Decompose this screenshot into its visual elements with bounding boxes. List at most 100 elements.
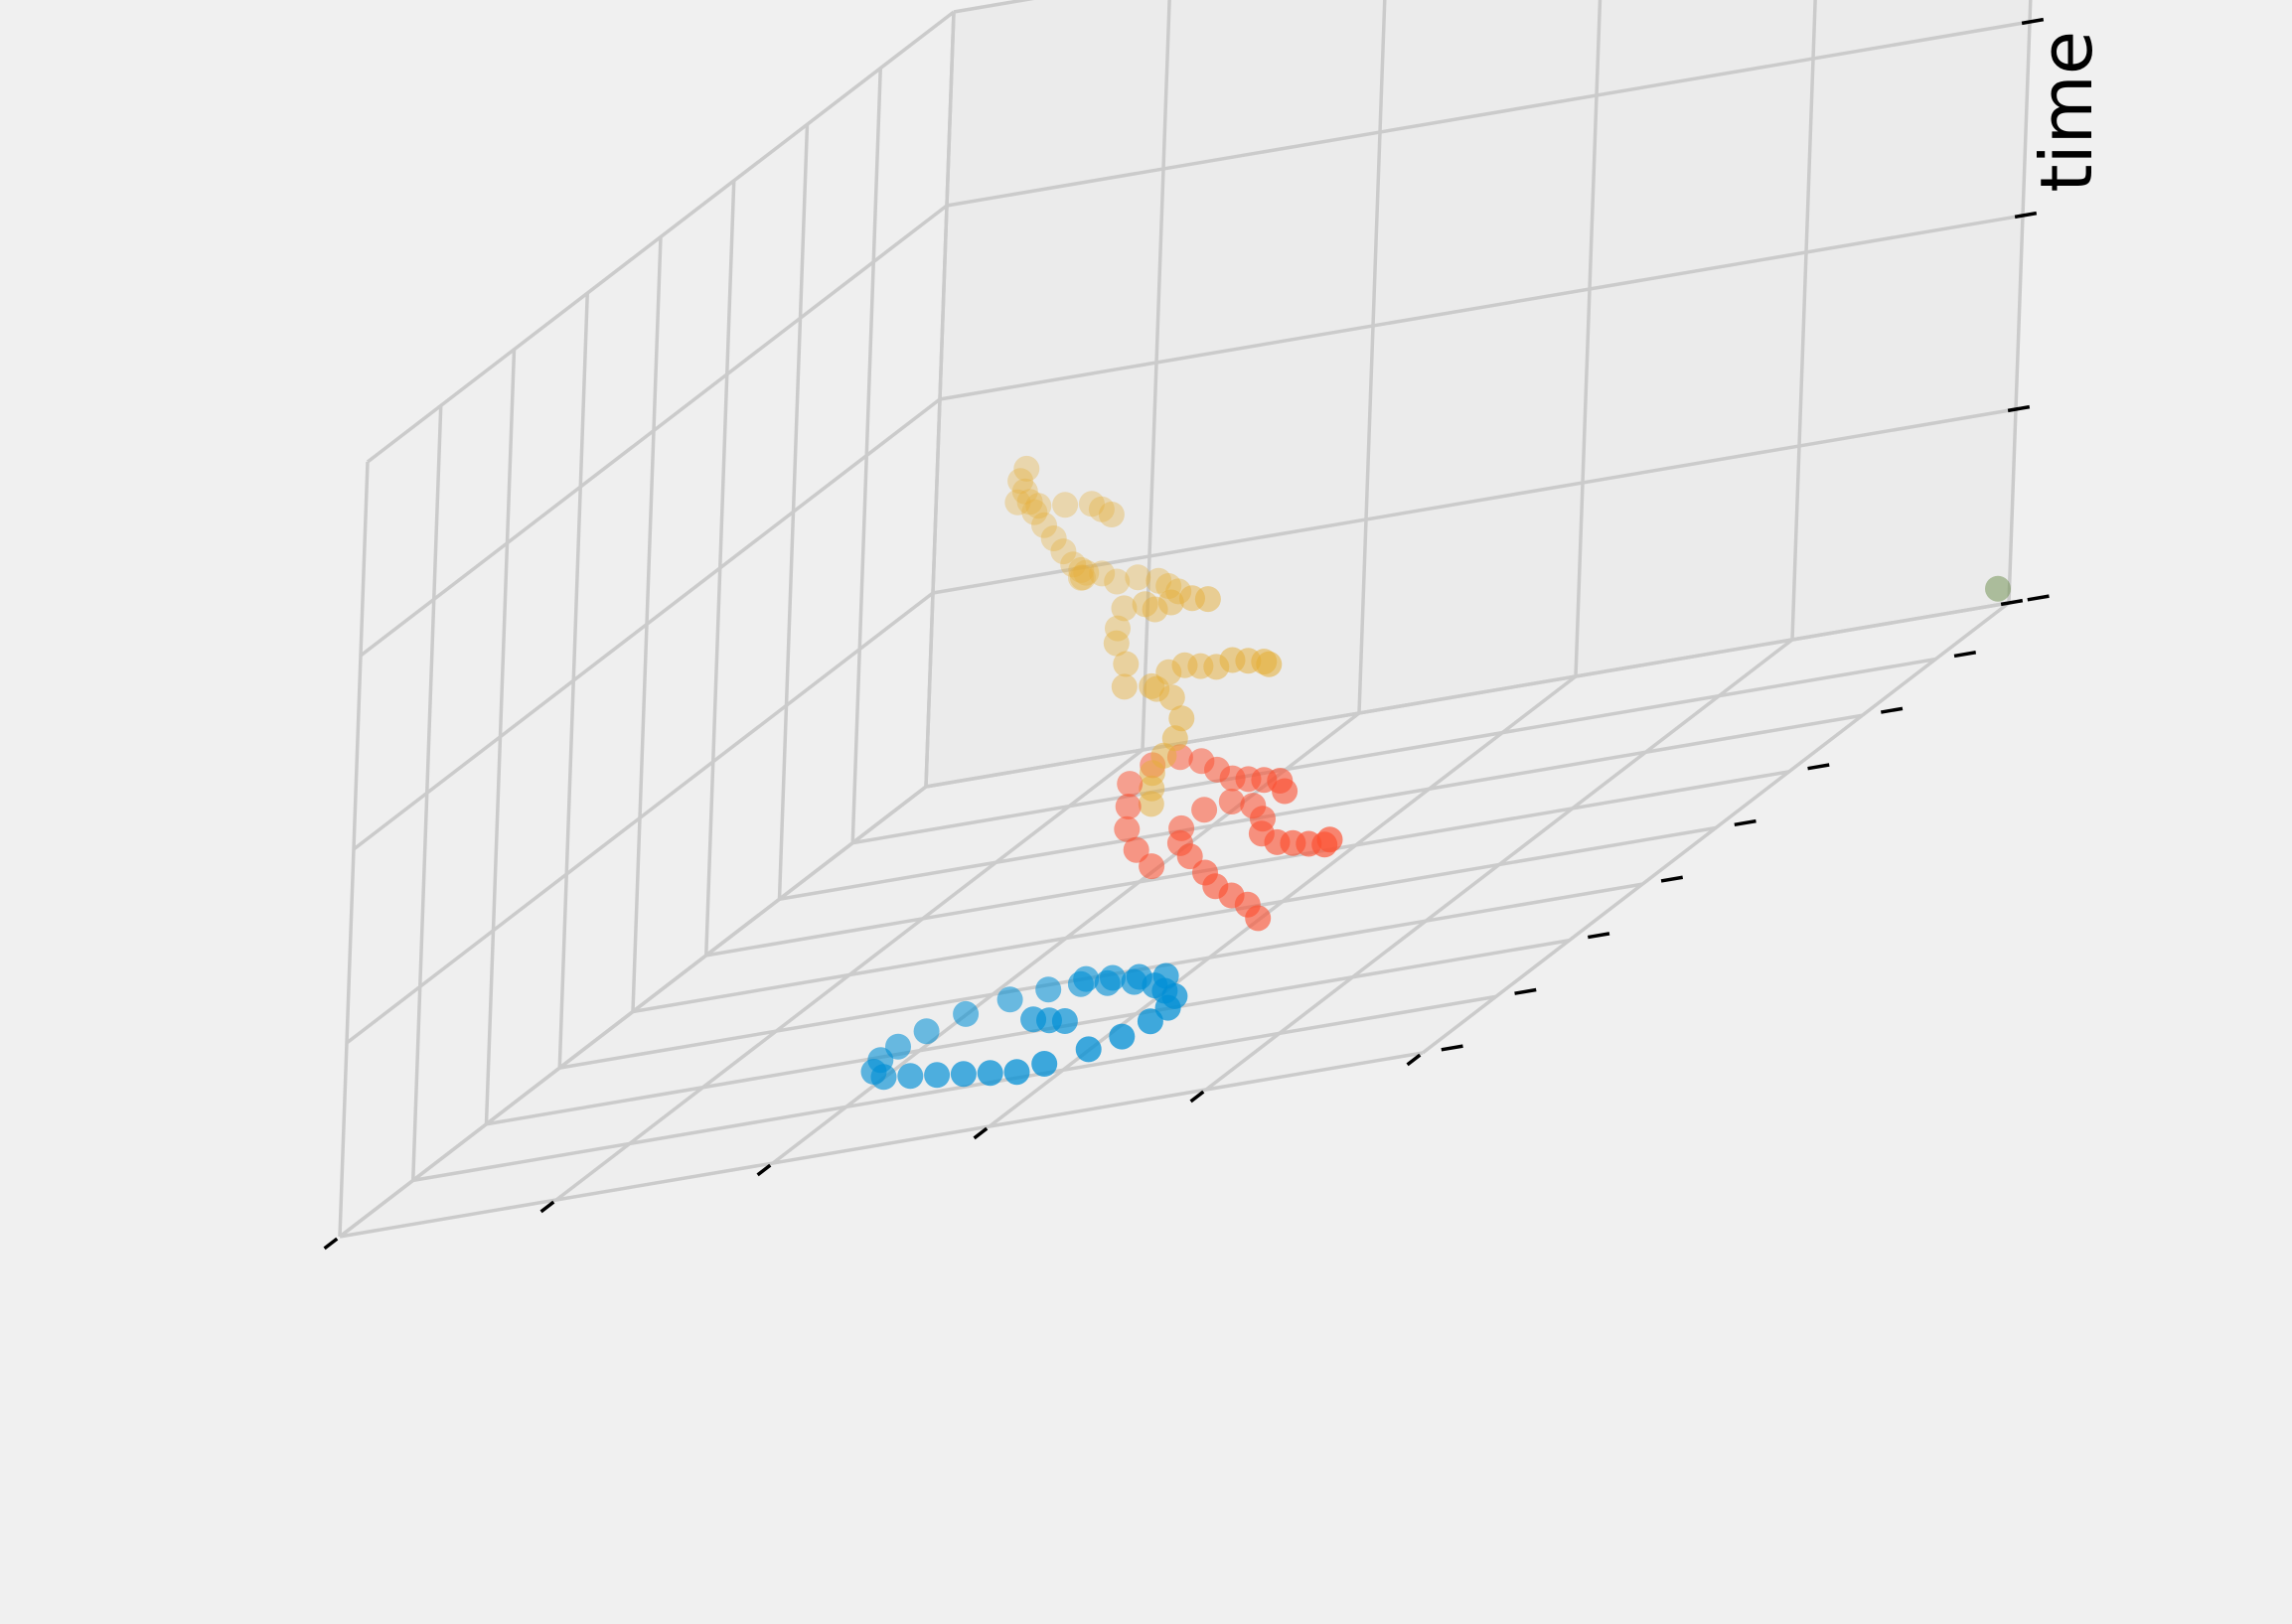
z-axis-label: time bbox=[2025, 31, 2108, 193]
x-tick bbox=[973, 1126, 989, 1140]
data-point-series-3 bbox=[1125, 564, 1151, 591]
grid-y-floor bbox=[779, 713, 1863, 901]
grid-y-floor bbox=[339, 1051, 1424, 1239]
data-point-series-3 bbox=[1155, 659, 1182, 685]
data-points bbox=[860, 455, 2011, 1091]
data-point-series-2 bbox=[1272, 778, 1299, 805]
grid-z-leftwall bbox=[359, 204, 949, 658]
grid-z-backwall bbox=[946, 20, 2031, 208]
y-tick bbox=[1514, 987, 1537, 995]
y-tick bbox=[1734, 818, 1757, 827]
grid-z-leftwall bbox=[345, 591, 935, 1045]
tick-marks bbox=[323, 17, 2050, 1251]
data-point-series-3 bbox=[1171, 652, 1198, 678]
data-point-series-2 bbox=[1123, 836, 1149, 863]
y-tick bbox=[1441, 1044, 1463, 1052]
data-point-series-3 bbox=[1068, 556, 1095, 583]
data-point-series-1 bbox=[1073, 965, 1100, 992]
data-point-series-3 bbox=[1021, 499, 1048, 525]
data-point-series-2 bbox=[1245, 905, 1272, 932]
back-wall-pane bbox=[926, 0, 2031, 787]
data-point-series-2 bbox=[1218, 789, 1245, 814]
grid-z-backwall bbox=[939, 214, 2024, 401]
z-tick bbox=[2000, 598, 2024, 607]
data-point-series-3 bbox=[1025, 493, 1052, 519]
data-point-series-3 bbox=[1016, 489, 1043, 516]
data-point-series-2 bbox=[1117, 771, 1144, 798]
data-point-series-3 bbox=[1142, 596, 1168, 623]
data-point-series-3 bbox=[1157, 589, 1184, 616]
x-tick bbox=[1406, 1053, 1422, 1067]
data-point-series-2 bbox=[1191, 797, 1218, 823]
data-point-series-3 bbox=[1105, 615, 1131, 642]
data-point-series-2 bbox=[1139, 853, 1165, 880]
data-point-series-1 bbox=[996, 986, 1023, 1013]
data-point-series-3 bbox=[1088, 496, 1115, 522]
data-point-series-3 bbox=[1068, 564, 1094, 591]
data-point-series-1 bbox=[1003, 1059, 1030, 1086]
data-point-series-3 bbox=[1138, 791, 1164, 817]
data-point-series-3 bbox=[1161, 725, 1188, 752]
data-point-series-3 bbox=[1139, 775, 1165, 802]
data-point-series-3 bbox=[1040, 525, 1067, 551]
data-point-series-3 bbox=[1144, 675, 1170, 702]
data-point-series-3 bbox=[1089, 560, 1116, 587]
data-point-series-2 bbox=[1114, 815, 1141, 842]
y-tick bbox=[1880, 706, 1904, 714]
data-point-series-3 bbox=[1011, 478, 1038, 505]
data-point-series-1 bbox=[1035, 976, 1062, 1003]
data-point-series-1 bbox=[1100, 964, 1126, 991]
data-point-series-1 bbox=[977, 1060, 1003, 1087]
y-tick bbox=[1807, 763, 1830, 771]
data-point-series-3 bbox=[1155, 573, 1182, 599]
grid-y-floor bbox=[486, 939, 1570, 1126]
y-tick bbox=[1660, 875, 1684, 883]
data-point-series-3 bbox=[1111, 673, 1138, 700]
data-point-series-3 bbox=[1013, 455, 1040, 482]
data-point-series-3 bbox=[1104, 568, 1131, 595]
data-point-series-1 bbox=[1075, 1036, 1102, 1063]
data-point-series-3 bbox=[1103, 630, 1130, 657]
data-point-series-1 bbox=[1051, 1008, 1078, 1034]
grid-y-floor bbox=[705, 770, 1790, 958]
grid-y-floor bbox=[412, 994, 1497, 1183]
data-point-series-3 bbox=[1060, 551, 1087, 578]
data-point-series-3 bbox=[1098, 502, 1125, 527]
grid-z-leftwall bbox=[352, 397, 942, 851]
y-tick bbox=[1587, 932, 1610, 940]
grid-y-floor bbox=[851, 657, 1936, 845]
data-point-series-3 bbox=[1052, 492, 1079, 518]
data-point-series-3 bbox=[1113, 651, 1140, 677]
data-point-series-3 bbox=[1165, 578, 1192, 605]
data-point-series-3 bbox=[1158, 684, 1185, 711]
grid-z-leftwall bbox=[366, 10, 956, 464]
data-point-series-3 bbox=[1132, 591, 1158, 618]
grid-z-backwall bbox=[925, 601, 2010, 789]
data-point-series-3 bbox=[1073, 559, 1100, 586]
z-tick bbox=[2007, 404, 2031, 413]
data-point-series-1 bbox=[870, 1064, 897, 1091]
data-point-series-3 bbox=[1111, 595, 1138, 622]
x-tick bbox=[756, 1163, 772, 1177]
data-point-series-1 bbox=[924, 1062, 951, 1089]
data-point-series-3 bbox=[1194, 586, 1221, 613]
data-point-series-1 bbox=[1031, 1051, 1058, 1077]
data-point-series-3 bbox=[1179, 585, 1205, 612]
z-tick bbox=[2021, 17, 2045, 26]
data-point-series-3 bbox=[1007, 468, 1034, 495]
grid-z-backwall bbox=[932, 407, 2017, 595]
data-point-series-2 bbox=[1202, 873, 1229, 900]
y-tick bbox=[1953, 651, 1977, 659]
data-point-series-3 bbox=[1031, 512, 1057, 538]
data-point-series-3 bbox=[1139, 672, 1165, 699]
y-tick bbox=[2027, 594, 2050, 602]
data-point-series-1 bbox=[1137, 1008, 1163, 1035]
data-point-series-1 bbox=[950, 1061, 977, 1088]
grid-z-leftwall bbox=[338, 785, 928, 1239]
data-point-series-3 bbox=[1004, 489, 1031, 516]
data-point-series-1 bbox=[913, 1018, 940, 1045]
z-tick bbox=[2014, 211, 2038, 220]
data-point-series-3 bbox=[1146, 567, 1172, 594]
data-point-series-3 bbox=[1050, 538, 1077, 565]
